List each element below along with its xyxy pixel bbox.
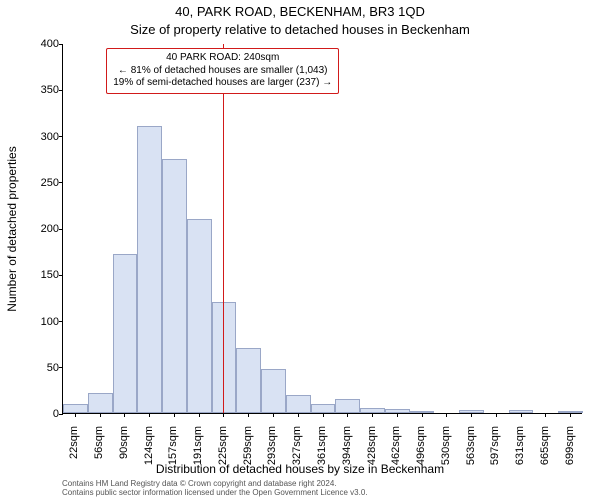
y-tick-mark: [59, 275, 63, 276]
x-tick-label: 90sqm: [118, 426, 130, 476]
y-tick-label: 300: [19, 131, 59, 143]
x-tick-label: 124sqm: [143, 426, 155, 476]
y-tick-mark: [59, 44, 63, 45]
x-tick-label: 225sqm: [217, 426, 229, 476]
histogram-bar: [286, 395, 311, 414]
x-tick-mark: [446, 413, 447, 417]
x-tick-mark: [199, 413, 200, 417]
x-tick-label: 631sqm: [514, 426, 526, 476]
histogram-bar: [137, 126, 162, 413]
y-tick-label: 200: [19, 223, 59, 235]
y-tick-label: 50: [19, 362, 59, 374]
histogram-bar: [113, 254, 138, 413]
chart-title: Size of property relative to detached ho…: [0, 22, 600, 37]
y-tick-mark: [59, 367, 63, 368]
x-tick-mark: [570, 413, 571, 417]
y-tick-mark: [59, 136, 63, 137]
x-tick-label: 56sqm: [93, 426, 105, 476]
x-tick-mark: [323, 413, 324, 417]
x-tick-mark: [273, 413, 274, 417]
x-tick-label: 394sqm: [341, 426, 353, 476]
x-tick-mark: [100, 413, 101, 417]
x-tick-mark: [174, 413, 175, 417]
x-tick-label: 327sqm: [291, 426, 303, 476]
x-tick-label: 361sqm: [316, 426, 328, 476]
annotation-line: ← 81% of detached houses are smaller (1,…: [113, 65, 332, 78]
x-tick-label: 259sqm: [242, 426, 254, 476]
x-tick-label: 293sqm: [266, 426, 278, 476]
x-tick-mark: [545, 413, 546, 417]
x-tick-label: 157sqm: [167, 426, 179, 476]
annotation-line: 19% of semi-detached houses are larger (…: [113, 77, 332, 90]
x-tick-mark: [149, 413, 150, 417]
x-tick-mark: [521, 413, 522, 417]
x-tick-label: 428sqm: [366, 426, 378, 476]
y-tick-mark: [59, 321, 63, 322]
annotation-line: 40 PARK ROAD: 240sqm: [113, 52, 332, 65]
reference-line: [223, 44, 224, 413]
x-tick-mark: [223, 413, 224, 417]
histogram-bar: [236, 348, 261, 413]
plot-area: 40 PARK ROAD: 240sqm← 81% of detached ho…: [62, 44, 582, 414]
histogram-bar: [311, 404, 336, 413]
x-tick-mark: [397, 413, 398, 417]
y-tick-mark: [59, 414, 63, 415]
histogram-bar: [335, 399, 360, 413]
annotation-box: 40 PARK ROAD: 240sqm← 81% of detached ho…: [106, 48, 339, 94]
chart-container: 40, PARK ROAD, BECKENHAM, BR3 1QD Size o…: [0, 0, 600, 500]
x-tick-label: 699sqm: [564, 426, 576, 476]
x-tick-label: 462sqm: [390, 426, 402, 476]
y-axis-label: Number of detached properties: [5, 146, 19, 311]
x-tick-mark: [298, 413, 299, 417]
x-tick-label: 563sqm: [465, 426, 477, 476]
y-tick-label: 350: [19, 84, 59, 96]
y-tick-mark: [59, 182, 63, 183]
x-tick-mark: [248, 413, 249, 417]
x-tick-mark: [124, 413, 125, 417]
x-tick-label: 22sqm: [68, 426, 80, 476]
x-tick-mark: [496, 413, 497, 417]
x-tick-mark: [372, 413, 373, 417]
histogram-bar: [261, 369, 286, 413]
histogram-bar: [88, 393, 113, 413]
x-tick-mark: [347, 413, 348, 417]
attribution-text: Contains HM Land Registry data © Crown c…: [62, 480, 582, 498]
histogram-bar: [187, 219, 212, 413]
y-tick-mark: [59, 90, 63, 91]
attribution-line-2: Contains public sector information licen…: [62, 489, 582, 498]
x-tick-label: 597sqm: [489, 426, 501, 476]
x-tick-label: 530sqm: [440, 426, 452, 476]
y-tick-label: 150: [19, 269, 59, 281]
x-tick-label: 496sqm: [415, 426, 427, 476]
y-tick-mark: [59, 229, 63, 230]
histogram-bar: [63, 404, 88, 413]
x-tick-label: 191sqm: [192, 426, 204, 476]
x-tick-mark: [471, 413, 472, 417]
histogram-bar: [212, 302, 237, 413]
y-tick-label: 400: [19, 38, 59, 50]
x-tick-mark: [422, 413, 423, 417]
x-tick-label: 665sqm: [539, 426, 551, 476]
y-tick-label: 250: [19, 177, 59, 189]
y-tick-label: 100: [19, 316, 59, 328]
histogram-bar: [162, 159, 187, 413]
super-title: 40, PARK ROAD, BECKENHAM, BR3 1QD: [0, 4, 600, 19]
x-tick-mark: [75, 413, 76, 417]
y-tick-label: 0: [19, 408, 59, 420]
